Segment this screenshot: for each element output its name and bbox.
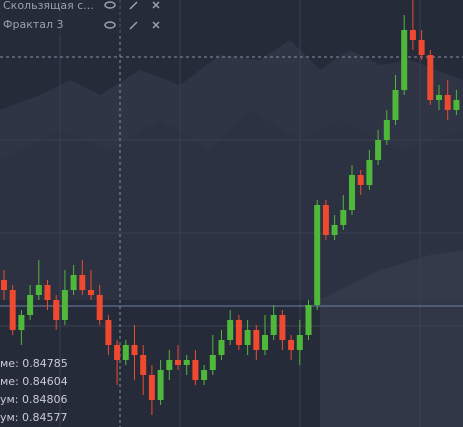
candle-body	[61, 290, 68, 320]
candle-body	[349, 175, 355, 210]
candle-body	[383, 120, 390, 140]
candle-body	[218, 340, 225, 355]
candle-body	[1, 280, 7, 290]
info-label: ме: 0.84785	[0, 357, 68, 370]
candle-body	[444, 95, 451, 110]
candle-body	[35, 285, 42, 295]
candle-body	[148, 375, 155, 400]
candle-body	[105, 320, 112, 345]
candle-body	[314, 205, 321, 305]
candle-body	[96, 295, 103, 320]
indicator-icons[interactable]	[104, 1, 160, 30]
indicator-label: Скользящая с...	[3, 0, 94, 12]
candle-body	[18, 315, 25, 330]
info-label: ме: 0.84604	[0, 375, 68, 388]
candle-body	[366, 160, 373, 185]
candle-body	[418, 40, 425, 55]
candle-body	[131, 345, 138, 355]
candle-body	[157, 370, 164, 400]
candle-body	[270, 315, 277, 335]
candle-body	[88, 290, 94, 295]
candle-body	[79, 275, 86, 290]
candle-body	[262, 335, 268, 350]
candle-body	[401, 30, 408, 90]
candle-body	[44, 285, 51, 300]
candle-body	[27, 295, 34, 315]
indicator-panel	[0, 0, 172, 36]
candle-body	[453, 100, 460, 110]
candle-body	[427, 55, 434, 100]
candle-body	[183, 360, 190, 365]
candle-body	[53, 300, 60, 320]
candle-body	[340, 210, 347, 225]
candle-body	[331, 225, 338, 235]
candle-body	[140, 355, 147, 375]
candle-body	[70, 275, 77, 290]
info-label: ум: 0.84806	[0, 393, 68, 406]
clouds	[320, 250, 463, 427]
candle-body	[244, 330, 251, 345]
candle-body	[296, 335, 303, 350]
candle-body	[357, 175, 364, 185]
candle-body	[201, 370, 208, 380]
candle-body	[9, 290, 16, 330]
candle-body	[392, 90, 399, 120]
candle-body	[409, 30, 416, 40]
candle-body	[227, 320, 234, 340]
candle-body	[209, 355, 216, 370]
candle-body	[114, 345, 121, 360]
info-label: ум: 0.84577	[0, 411, 68, 424]
candle-body	[235, 320, 242, 345]
candle-body	[322, 205, 329, 235]
candle-body	[279, 315, 286, 340]
mountains-front	[0, 110, 463, 300]
candle-body	[192, 360, 199, 380]
candle-body	[122, 345, 129, 360]
candle-body	[375, 140, 382, 160]
candle-body	[253, 330, 260, 350]
candle-body	[305, 305, 312, 335]
candle-body	[166, 360, 173, 370]
indicator-label: Фрактал 3	[3, 18, 64, 31]
candle-body	[175, 360, 181, 365]
candle-body	[288, 340, 295, 350]
candle-body	[436, 95, 442, 100]
